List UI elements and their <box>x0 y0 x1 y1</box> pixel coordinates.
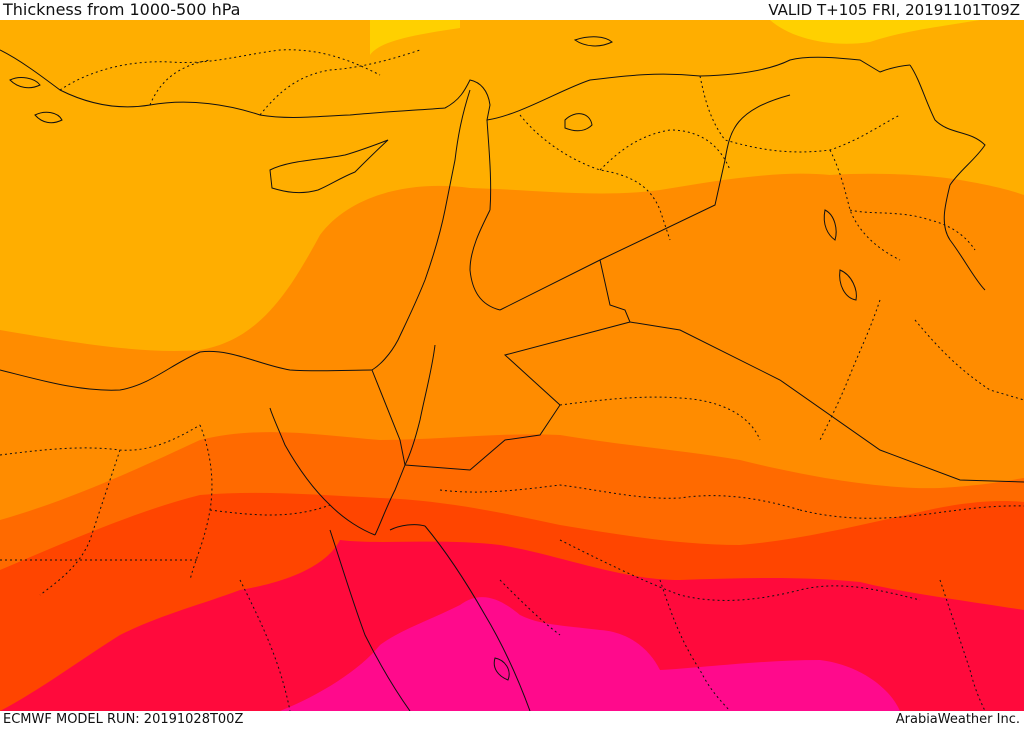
model-run: ECMWF MODEL RUN: 20191028T00Z <box>3 712 244 727</box>
map-title: Thickness from 1000-500 hPa <box>3 0 241 19</box>
valid-time: VALID T+105 FRI, 20191101T09Z <box>768 1 1020 19</box>
map-area <box>0 20 1024 711</box>
map-footer: ECMWF MODEL RUN: 20191028T00Z ArabiaWeat… <box>0 711 1024 729</box>
country-borders <box>0 36 1024 711</box>
thickness-band-7 <box>280 597 900 711</box>
warm-highlight-northeast <box>770 20 980 44</box>
map-header: Thickness from 1000-500 hPa VALID T+105 … <box>0 0 1024 20</box>
thickness-map <box>0 20 1024 711</box>
credit: ArabiaWeather Inc. <box>895 712 1020 727</box>
admin-borders <box>0 49 1024 711</box>
warm-highlight-north <box>370 20 460 55</box>
